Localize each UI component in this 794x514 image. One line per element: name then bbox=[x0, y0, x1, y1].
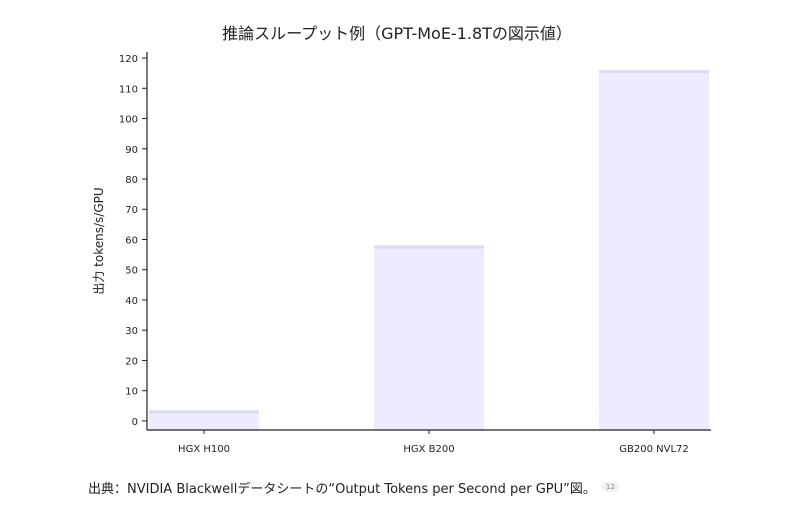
y-tick-label: 50 bbox=[125, 266, 138, 277]
y-tick-label: 10 bbox=[125, 387, 138, 398]
y-tick-label: 90 bbox=[125, 145, 138, 156]
x-tick-label: HGX B200 bbox=[403, 444, 454, 455]
axes-group: HGX H100 HGX B200 GB200 NVL72 0 10 20 30 40 50 60… bbox=[92, 52, 711, 455]
y-tick-label: 20 bbox=[125, 356, 138, 367]
bars-group bbox=[149, 70, 709, 431]
x-tick-label: HGX H100 bbox=[178, 444, 230, 455]
y-tick-label: 0 bbox=[132, 417, 138, 428]
y-tick-label: 70 bbox=[125, 205, 138, 216]
bar-top-edge bbox=[374, 245, 484, 249]
y-tick-label: 30 bbox=[125, 326, 138, 337]
reference-badge[interactable]: 12 bbox=[601, 482, 619, 492]
y-tick-label: 100 bbox=[119, 115, 138, 126]
bar-gb200-nvl72 bbox=[599, 70, 709, 431]
y-tick-label: 40 bbox=[125, 296, 138, 307]
source-caption: 出典：NVIDIA Blackwellデータシートの“Output Tokens… bbox=[88, 478, 619, 497]
bar-top-edge bbox=[599, 70, 709, 74]
bar-hgx-h100 bbox=[149, 410, 259, 430]
bar-hgx-b200 bbox=[374, 245, 484, 430]
caption-text: 出典：NVIDIA Blackwellデータシートの“Output Tokens… bbox=[88, 482, 596, 497]
y-tick-label: 80 bbox=[125, 175, 138, 186]
y-tick-label: 110 bbox=[119, 84, 138, 95]
y-tick-label: 120 bbox=[119, 54, 138, 65]
x-tick-label: GB200 NVL72 bbox=[619, 444, 689, 455]
y-axis-label: 出力 tokens/s/GPU bbox=[92, 187, 106, 294]
y-tick-label: 60 bbox=[125, 235, 138, 246]
chart-title: 推論スループット例（GPT-MoE-1.8Tの図示値） bbox=[222, 24, 572, 43]
bar-top-edge bbox=[149, 410, 259, 414]
